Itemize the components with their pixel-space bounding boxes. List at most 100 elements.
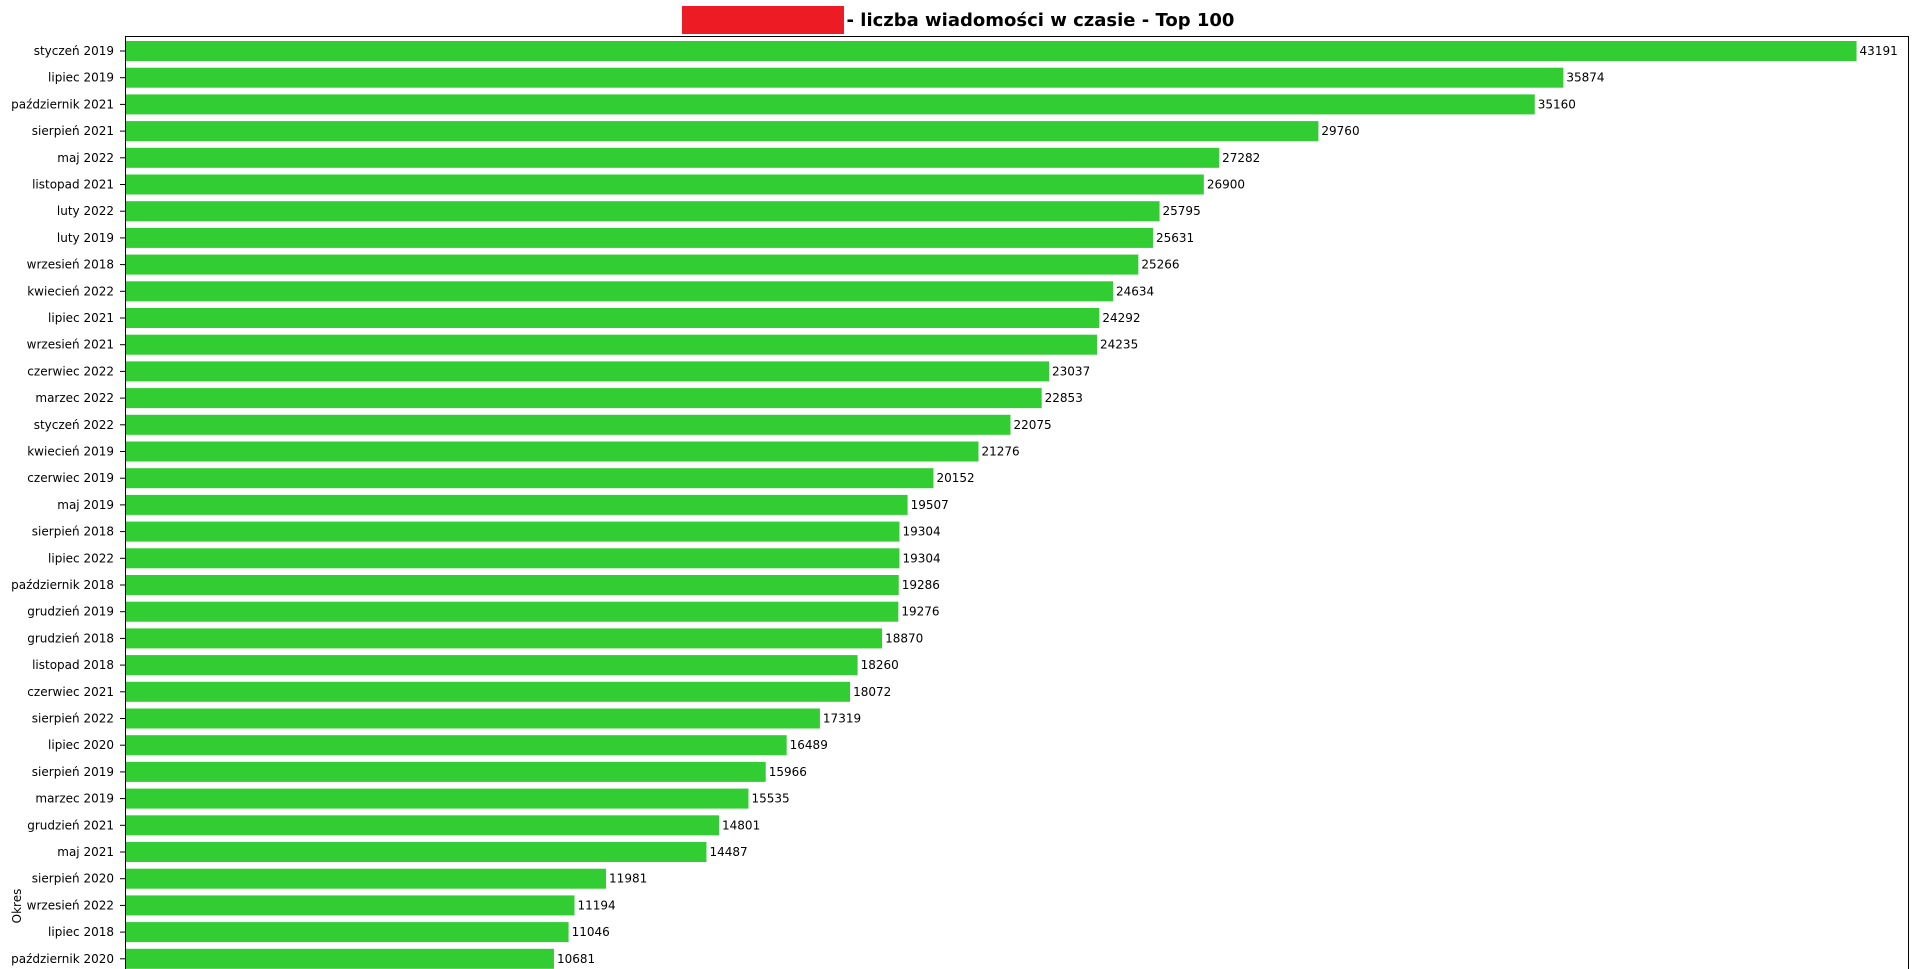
bar (126, 735, 787, 756)
value-label: 14487 (709, 845, 747, 859)
value-label: 19276 (901, 605, 939, 619)
value-label: 20152 (936, 471, 974, 485)
category-label: wrzesień 2022 (27, 898, 114, 912)
chart-title: - liczba wiadomości w czasie - Top 100 (681, 6, 1235, 34)
bar (126, 708, 820, 729)
bar (126, 494, 908, 515)
category-label: grudzień 2019 (27, 605, 114, 619)
value-label: 21276 (981, 445, 1019, 459)
category-label: grudzień 2021 (27, 818, 114, 832)
bar (126, 548, 900, 569)
category-label: marzec 2019 (35, 792, 114, 806)
value-label: 11981 (609, 872, 647, 886)
category-label: sierpień 2019 (32, 765, 114, 779)
category-label: sierpień 2018 (32, 525, 114, 539)
bar (126, 575, 899, 595)
category-label: grudzień 2018 (27, 631, 114, 645)
category-label: marzec 2022 (35, 391, 114, 405)
y-axis-label: Okres (10, 889, 24, 924)
value-label: 19304 (902, 551, 940, 565)
bar (126, 655, 858, 676)
value-label: 27282 (1222, 151, 1260, 165)
category-label: wrzesień 2021 (27, 338, 114, 352)
value-label: 26900 (1207, 178, 1245, 192)
category-label: listopad 2021 (32, 178, 114, 192)
category-label: sierpień 2020 (32, 872, 114, 886)
value-label: 14801 (722, 818, 760, 832)
category-label: lipiec 2022 (48, 551, 114, 565)
category-label: październik 2020 (11, 952, 114, 966)
bar (126, 227, 1153, 248)
category-labels-group: styczeń 2019 lipiec 2019 październik 2021 s… (11, 44, 125, 966)
category-label: czerwiec 2019 (27, 471, 114, 485)
category-label: sierpień 2022 (32, 712, 114, 726)
value-label: 25631 (1156, 231, 1194, 245)
bar (126, 174, 1204, 195)
value-label: 19286 (902, 578, 940, 592)
category-label: styczeń 2019 (34, 44, 114, 58)
category-label: luty 2022 (57, 204, 114, 218)
redaction-block-icon (681, 6, 844, 34)
bar (126, 308, 1100, 328)
category-label: lipiec 2021 (48, 311, 114, 325)
value-labels-group: 43191 35874 35160 29760 27282 26900 25795 25631… (557, 44, 1898, 966)
value-label: 24634 (1116, 284, 1154, 298)
value-label: 17319 (823, 712, 861, 726)
bar (126, 388, 1042, 409)
value-label: 11046 (572, 925, 610, 939)
value-label: 35160 (1538, 97, 1576, 111)
category-label: listopad 2018 (32, 658, 114, 672)
bar (126, 201, 1160, 222)
bar (126, 948, 554, 969)
value-label: 10681 (557, 952, 595, 966)
category-label: luty 2019 (57, 231, 114, 245)
bar (126, 521, 900, 542)
bar (126, 922, 569, 943)
category-label: maj 2021 (57, 845, 114, 859)
category-label: kwiecień 2019 (27, 445, 114, 459)
bar (126, 761, 766, 782)
value-label: 15535 (751, 792, 789, 806)
value-label: 18870 (885, 631, 923, 645)
category-label: czerwiec 2021 (27, 685, 114, 699)
value-label: 11194 (578, 898, 616, 912)
value-label: 22075 (1013, 418, 1051, 432)
bar (126, 468, 934, 489)
category-label: październik 2018 (11, 578, 114, 592)
value-label: 16489 (790, 738, 828, 752)
value-label: 43191 (1860, 44, 1898, 58)
chart-title-text: - liczba wiadomości w czasie - Top 100 (846, 9, 1235, 31)
value-label: 23037 (1052, 364, 1090, 378)
category-label: czerwiec 2022 (27, 364, 114, 378)
value-label: 18260 (861, 658, 899, 672)
value-label: 19507 (911, 498, 949, 512)
bar (126, 868, 607, 889)
value-label: 15966 (769, 765, 807, 779)
value-label: 35874 (1566, 71, 1604, 85)
bar (126, 361, 1050, 382)
value-label: 24292 (1102, 311, 1140, 325)
value-label: 22853 (1045, 391, 1083, 405)
category-label: wrzesień 2018 (27, 258, 114, 272)
bar (126, 254, 1139, 275)
category-label: kwiecień 2022 (27, 284, 114, 298)
category-label: lipiec 2019 (48, 71, 114, 85)
bar (126, 681, 851, 702)
category-label: styczeń 2022 (34, 418, 114, 432)
category-label: sierpień 2021 (32, 124, 114, 138)
value-label: 29760 (1321, 124, 1359, 138)
category-label: lipiec 2018 (48, 925, 114, 939)
bar (126, 334, 1098, 355)
bar (126, 414, 1011, 435)
value-label: 18072 (853, 685, 891, 699)
bar (126, 94, 1535, 115)
value-label: 24235 (1100, 338, 1138, 352)
bars-group (126, 41, 1857, 969)
bar (126, 67, 1564, 88)
category-label: maj 2022 (57, 151, 114, 165)
bar (126, 815, 720, 836)
category-label: lipiec 2020 (48, 738, 114, 752)
value-label: 25795 (1163, 204, 1201, 218)
category-label: maj 2019 (57, 498, 114, 512)
